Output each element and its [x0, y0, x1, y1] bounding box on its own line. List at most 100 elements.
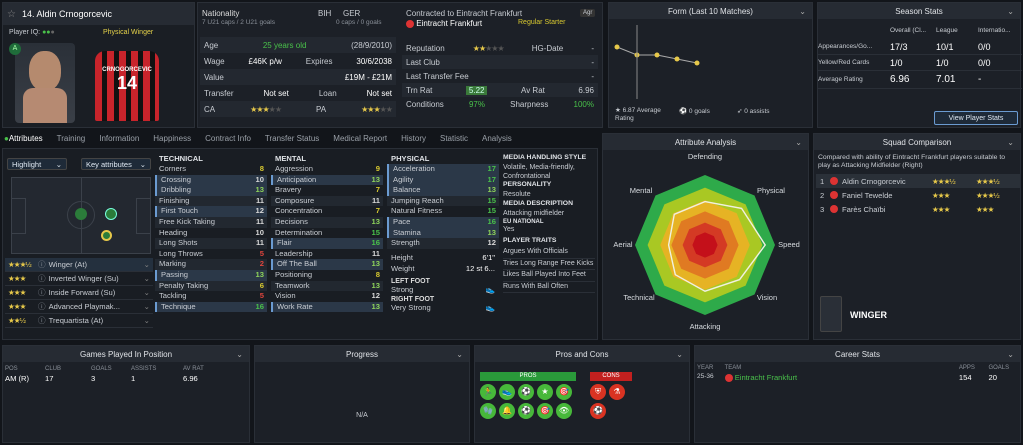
info-icon[interactable]: ⓘ [38, 288, 46, 297]
pro-trait-icon[interactable]: ⚽ [518, 384, 534, 400]
attribute-row[interactable]: Teamwork 13 [271, 280, 383, 292]
pro-trait-icon[interactable]: 🧤 [480, 403, 496, 419]
attribute-row[interactable]: Composure 11 [271, 195, 383, 207]
highlight-dropdown[interactable]: Highlight ⌄ [7, 158, 67, 170]
con-trait-icon[interactable]: ⚽ [590, 403, 606, 419]
pro-trait-icon[interactable]: 🔔 [499, 403, 515, 419]
attribute-row[interactable]: Bravery 7 [271, 185, 383, 196]
chevron-down-icon[interactable]: ⌄ [795, 137, 802, 147]
chevron-down-icon[interactable]: ⌄ [143, 302, 150, 311]
attribute-row[interactable]: Crossing 10 [155, 174, 267, 186]
star-icon[interactable]: ☆ [7, 8, 16, 20]
squad-row[interactable]: 2 Faniel Tewelde ★★★ ★★★½ [820, 190, 1000, 200]
tab-attributes[interactable]: Attributes [8, 134, 43, 143]
chevron-down-icon[interactable]: ⌄ [1007, 6, 1014, 16]
pro-trait-icon[interactable]: ★ [537, 384, 553, 400]
view-player-stats-button[interactable]: View Player Stats [934, 111, 1018, 125]
career-team-link[interactable]: Eintracht Frankfurt [724, 373, 959, 382]
pro-trait-icon[interactable]: 🎯 [537, 403, 553, 419]
analysis-header[interactable]: Attribute Analysis ⌄ [603, 134, 808, 150]
info-icon[interactable]: ⓘ [38, 316, 46, 325]
role-row[interactable]: ★★★ ⓘ Inside Forward (Su) ⌄ [5, 286, 153, 300]
pro-trait-icon[interactable]: 👁 [556, 403, 572, 419]
chevron-down-icon[interactable]: ⌄ [676, 349, 683, 359]
chevron-down-icon[interactable]: ⌄ [799, 6, 806, 16]
tab-analysis[interactable]: Analysis [482, 134, 512, 143]
pro-trait-icon[interactable]: ⚽ [518, 403, 534, 419]
pros-cons-header[interactable]: Pros and Cons ⌄ [475, 346, 689, 362]
attribute-row[interactable]: Tackling 5 [155, 291, 267, 302]
attribute-row[interactable]: Technique 16 [155, 301, 267, 313]
tab-information[interactable]: Information [99, 134, 140, 143]
tab-contract-info[interactable]: Contract Info [205, 134, 251, 143]
attribute-row[interactable]: Vision 12 [271, 291, 383, 302]
season-header[interactable]: Season Stats ⌄ [818, 3, 1020, 19]
progress-header[interactable]: Progress ⌄ [255, 346, 469, 362]
chevron-down-icon[interactable]: ⌄ [1007, 137, 1014, 147]
pro-trait-icon[interactable]: 👟 [499, 384, 515, 400]
attribute-row[interactable]: Agility 17 [387, 174, 499, 186]
attribute-row[interactable]: Marking 2 [155, 259, 267, 270]
pro-trait-icon[interactable]: 🏃 [480, 384, 496, 400]
key-attributes-dropdown[interactable]: Key attributes ⌄ [81, 158, 151, 170]
chevron-down-icon[interactable]: ⌄ [236, 349, 243, 359]
attribute-row[interactable]: Pace 16 [387, 216, 499, 228]
attribute-row[interactable]: Free Kick Taking 11 [155, 216, 267, 228]
role-row[interactable]: ★★★ ⓘ Inverted Winger (Su) ⌄ [5, 272, 153, 286]
squad-header[interactable]: Squad Comparison ⌄ [814, 134, 1020, 150]
attribute-row[interactable]: Concentration 7 [271, 206, 383, 217]
attribute-row[interactable]: Finishing 11 [155, 195, 267, 207]
tab-medical-report[interactable]: Medical Report [333, 134, 388, 143]
attribute-row[interactable]: Long Throws 5 [155, 249, 267, 260]
role-row[interactable]: ★★★½ ⓘ Winger (At) ⌄ [5, 258, 153, 272]
attribute-row[interactable]: Dribbling 13 [155, 185, 267, 196]
info-icon[interactable]: ⓘ [38, 274, 46, 283]
attribute-row[interactable]: Work Rate 13 [271, 301, 383, 313]
tab-happiness[interactable]: Happiness [153, 134, 192, 143]
attribute-row[interactable]: Natural Fitness 15 [387, 206, 499, 217]
attribute-row[interactable]: Long Shots 11 [155, 238, 267, 249]
games-header[interactable]: Games Played In Position ⌄ [3, 346, 249, 362]
attribute-row[interactable]: Jumping Reach 15 [387, 195, 499, 207]
attribute-row[interactable]: Aggression 9 [271, 164, 383, 175]
chevron-down-icon[interactable]: ⌄ [143, 274, 150, 283]
squad-row[interactable]: 1 Aldin Crnogorcevic ★★★½ ★★★½ [816, 174, 1020, 188]
attribute-row[interactable]: Acceleration 17 [387, 164, 499, 175]
attribute-row[interactable]: Strength 12 [387, 238, 499, 249]
attribute-row[interactable]: Flair 16 [271, 238, 383, 249]
attribute-row[interactable]: Stamina 13 [387, 227, 499, 239]
chevron-down-icon[interactable]: ⌄ [143, 316, 150, 325]
attribute-row[interactable]: Decisions 13 [271, 216, 383, 228]
tab-history[interactable]: History [401, 134, 426, 143]
career-header[interactable]: Career Stats ⌄ [695, 346, 1020, 362]
pro-trait-icon[interactable]: 🎯 [556, 384, 572, 400]
club-link[interactable]: Eintracht Frankfurt [406, 19, 482, 28]
attribute-row[interactable]: Balance 13 [387, 185, 499, 196]
info-icon[interactable]: ⓘ [38, 302, 46, 311]
role-row[interactable]: ★★½ ⓘ Trequartista (At) ⌄ [5, 314, 153, 328]
attribute-row[interactable]: Determination 15 [271, 228, 383, 239]
info-icon[interactable]: ⓘ [38, 260, 46, 269]
attribute-row[interactable]: Corners 8 [155, 164, 267, 175]
attribute-row[interactable]: Passing 13 [155, 269, 267, 281]
attribute-row[interactable]: Off The Ball 13 [271, 259, 383, 270]
attribute-row[interactable]: Anticipation 13 [271, 174, 383, 186]
chevron-down-icon[interactable]: ⌄ [143, 260, 150, 269]
role-row[interactable]: ★★★ ⓘ Advanced Playmak... ⌄ [5, 300, 153, 314]
form-header[interactable]: Form (Last 10 Matches) ⌄ [609, 3, 812, 19]
agreement-badge[interactable]: Agr [580, 9, 596, 17]
chevron-down-icon[interactable]: ⌄ [1007, 349, 1014, 359]
tab-statistic[interactable]: Statistic [440, 134, 469, 143]
tab-transfer-status[interactable]: Transfer Status [264, 134, 320, 143]
chevron-down-icon[interactable]: ⌄ [143, 288, 150, 297]
tab-training[interactable]: Training [56, 134, 86, 143]
con-trait-icon[interactable]: ⚗ [609, 384, 625, 400]
attribute-row[interactable]: Positioning 8 [271, 270, 383, 281]
attribute-row[interactable]: Leadership 11 [271, 249, 383, 260]
attribute-row[interactable]: Heading 10 [155, 228, 267, 239]
con-trait-icon[interactable]: ⛨ [590, 384, 606, 400]
attribute-row[interactable]: Penalty Taking 6 [155, 280, 267, 292]
squad-row[interactable]: 3 Farès Chaïbi ★★★ ★★★ [820, 204, 994, 214]
chevron-down-icon[interactable]: ⌄ [456, 349, 463, 359]
attribute-row[interactable]: First Touch 12 [155, 206, 267, 217]
